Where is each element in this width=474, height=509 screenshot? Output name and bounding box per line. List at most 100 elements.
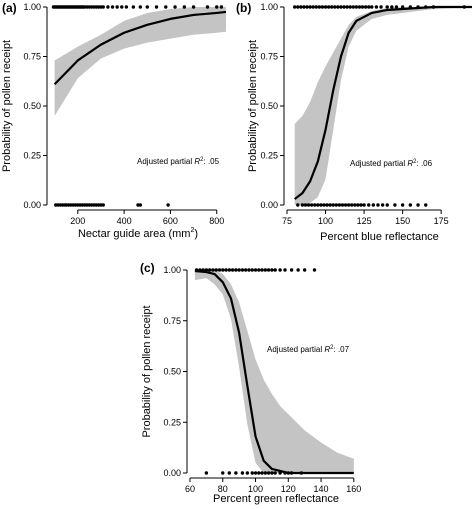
confidence-band	[54, 7, 227, 116]
data-point	[320, 5, 325, 9]
data-point	[431, 5, 436, 9]
y-axis-label: Probability of pollen receipt	[247, 40, 259, 172]
data-point	[278, 471, 282, 475]
data-point	[250, 471, 254, 475]
data-point	[182, 5, 187, 9]
x-tick-label: 160	[346, 484, 361, 494]
y-tick-label: 0.25	[260, 151, 278, 161]
data-point	[234, 471, 238, 475]
x-axis-label: Nectar guide area (mm2)	[78, 227, 198, 240]
data-point	[145, 5, 149, 9]
data-point	[299, 471, 304, 475]
data-point	[164, 5, 168, 9]
panel-label: (b)	[236, 1, 251, 15]
data-point	[257, 268, 261, 272]
panel-2: 0.00 0.25 0.50 0.75 1.00 75 100 125 150 175 Percen…	[236, 1, 472, 243]
y-tick-label: 0.50	[23, 101, 41, 111]
data-point	[234, 268, 238, 272]
data-point	[356, 203, 360, 207]
data-point	[245, 471, 250, 475]
data-point	[393, 203, 397, 207]
x-tick-label: 100	[318, 216, 333, 226]
data-point	[101, 203, 105, 207]
data-point	[263, 471, 268, 475]
data-point	[221, 268, 225, 272]
data-point	[394, 5, 399, 9]
data-point	[357, 5, 362, 9]
y-tick-label: 0.50	[163, 367, 181, 377]
data-point	[214, 268, 218, 272]
data-point	[306, 203, 311, 207]
data-point	[308, 5, 312, 9]
y-tick-label: 0.50	[260, 101, 278, 111]
data-point	[207, 268, 212, 272]
x-tick-label: 600	[163, 216, 178, 226]
x-tick-label: 60	[185, 484, 195, 494]
data-point	[390, 5, 394, 9]
data-point	[379, 5, 383, 9]
data-point	[343, 203, 348, 207]
data-point	[302, 268, 307, 272]
data-point	[270, 471, 274, 475]
data-point	[154, 5, 159, 9]
data-point	[204, 471, 209, 475]
x-tick-label: 80	[218, 484, 228, 494]
confidence-band	[294, 7, 472, 205]
data-point	[325, 203, 329, 207]
data-point	[230, 268, 235, 272]
data-point	[205, 5, 210, 9]
y-tick-label: 0.00	[23, 200, 41, 210]
data-point	[101, 5, 105, 9]
x-tick-label: 175	[434, 216, 449, 226]
data-point	[350, 203, 354, 207]
panel-1: 0.00 0.25 0.50 0.75 1.00 200 400 600 800 Nectar g…	[1, 1, 227, 240]
data-point	[299, 5, 303, 9]
data-point	[333, 5, 337, 9]
x-axis-label: Percent green reflectance	[213, 493, 339, 505]
data-point	[354, 5, 359, 9]
data-point	[289, 471, 294, 475]
data-point	[240, 471, 245, 475]
data-point	[374, 5, 379, 9]
data-point	[370, 5, 374, 9]
x-tick-label: 75	[282, 216, 292, 226]
x-tick-label: 800	[209, 216, 224, 226]
data-point	[367, 5, 371, 9]
x-tick-label: 200	[70, 216, 85, 226]
y-tick-label: 1.00	[23, 2, 41, 12]
data-point	[326, 5, 331, 9]
x-tick-label: 120	[281, 484, 296, 494]
x-axis-label: Percent blue reflectance	[320, 231, 439, 243]
data-point	[416, 5, 420, 9]
data-point	[273, 471, 277, 475]
data-point	[353, 203, 357, 207]
data-point	[253, 471, 258, 475]
data-point	[283, 471, 287, 475]
fitted-curve	[53, 10, 227, 85]
data-point	[305, 5, 309, 9]
annotation: Adjusted partial R2: .07	[267, 345, 350, 354]
panel-label: (c)	[140, 261, 155, 275]
data-point	[337, 203, 342, 207]
data-point	[217, 268, 222, 272]
data-point	[408, 203, 413, 207]
data-point	[416, 203, 420, 207]
data-point	[173, 5, 177, 9]
data-point	[215, 5, 219, 9]
data-point	[224, 268, 228, 272]
data-point	[302, 5, 306, 9]
y-tick-label: 0.00	[163, 468, 181, 478]
data-point	[362, 203, 366, 207]
data-point	[376, 203, 380, 207]
data-point	[319, 203, 323, 207]
annotation: Adjusted partial R2: .05	[137, 157, 220, 166]
y-tick-label: 0.75	[260, 52, 278, 62]
y-tick-label: 1.00	[260, 2, 278, 12]
x-tick-label: 150	[395, 216, 410, 226]
data-point	[385, 203, 389, 207]
data-point	[194, 268, 199, 272]
data-point	[240, 268, 245, 272]
data-point	[131, 5, 136, 9]
data-point	[266, 471, 271, 475]
